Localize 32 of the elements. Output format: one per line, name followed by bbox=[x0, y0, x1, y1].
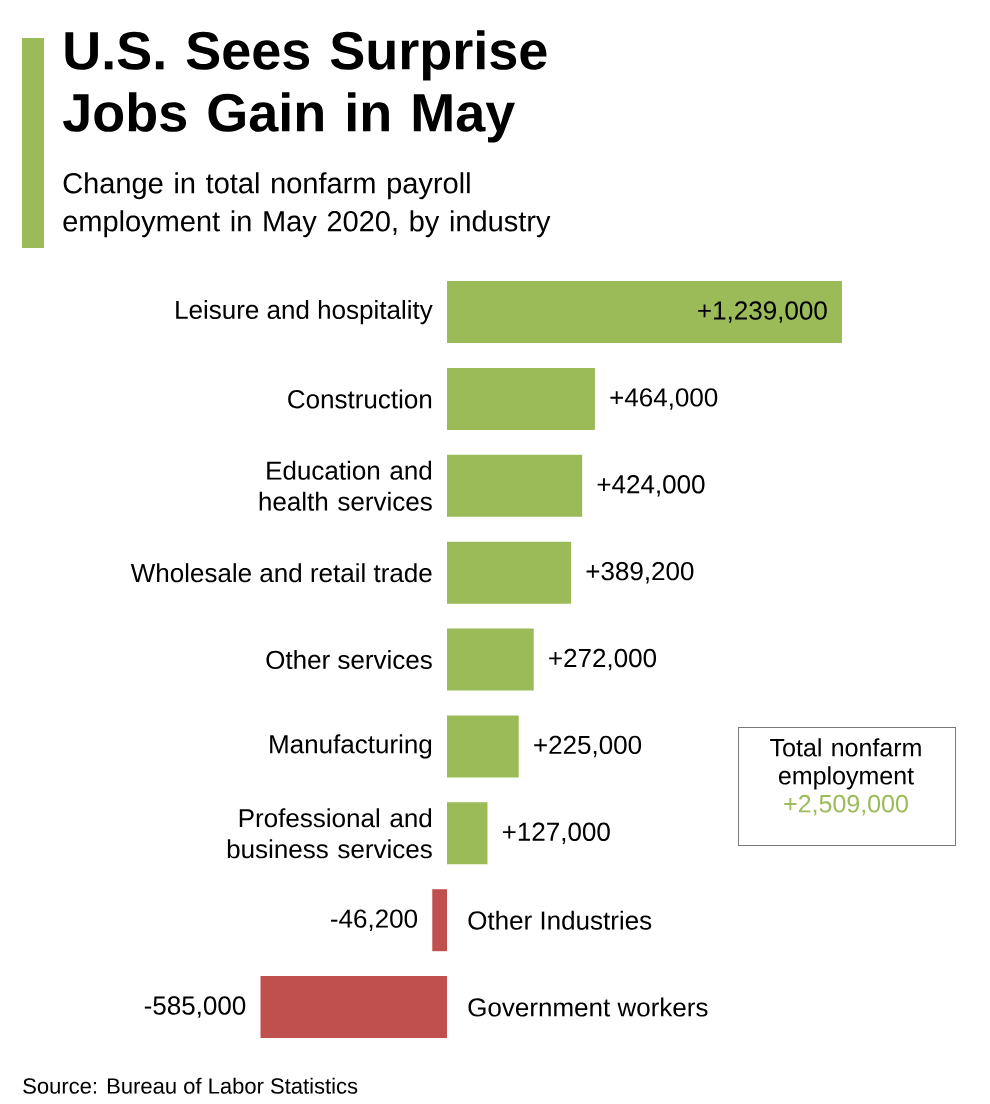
y-tick-label: Other services bbox=[266, 650, 432, 670]
y-tick-label: Manufacturing bbox=[270, 734, 432, 759]
data-label: +225,000 bbox=[534, 735, 642, 758]
data-label: +389,200 bbox=[586, 561, 694, 584]
y-tick-label: Professional and business services bbox=[227, 808, 432, 859]
bar bbox=[260, 976, 447, 1039]
y-tick-label: Construction bbox=[288, 389, 432, 409]
bar bbox=[447, 367, 595, 430]
y-tick-label: Education and health services bbox=[259, 460, 432, 511]
bar bbox=[447, 281, 842, 344]
bar bbox=[447, 715, 519, 778]
bar bbox=[432, 889, 447, 952]
data-label: +272,000 bbox=[549, 648, 657, 671]
y-tick-label: Leisure and hospitality bbox=[176, 299, 433, 325]
data-label: +464,000 bbox=[610, 388, 718, 410]
chart-title: U.S. Sees Surprise Jobs Gain in May bbox=[63, 30, 547, 143]
y-tick-label: Other Industries bbox=[468, 910, 652, 930]
data-label: +127,000 bbox=[502, 822, 610, 845]
bar bbox=[447, 454, 583, 517]
data-label: -585,000 bbox=[144, 996, 246, 1018]
bar bbox=[447, 541, 572, 604]
annotation: Total nonfarm employment bbox=[770, 738, 921, 790]
y-tick-label: Government workers bbox=[468, 997, 708, 1017]
y-tick-label: Wholesale and retail trade bbox=[130, 563, 432, 583]
bar bbox=[447, 802, 488, 865]
source-note: Source: Bureau of Labor Statistics bbox=[23, 1077, 358, 1094]
annotation: +2,509,000 bbox=[784, 794, 908, 816]
chart-subtitle: Change in total nonfarm payroll employment in May 2020, by industry bbox=[63, 172, 551, 238]
bar bbox=[447, 628, 534, 691]
data-label: +1,239,000 bbox=[698, 301, 827, 323]
data-label: +424,000 bbox=[597, 475, 705, 497]
data-label: -46,200 bbox=[331, 909, 418, 931]
